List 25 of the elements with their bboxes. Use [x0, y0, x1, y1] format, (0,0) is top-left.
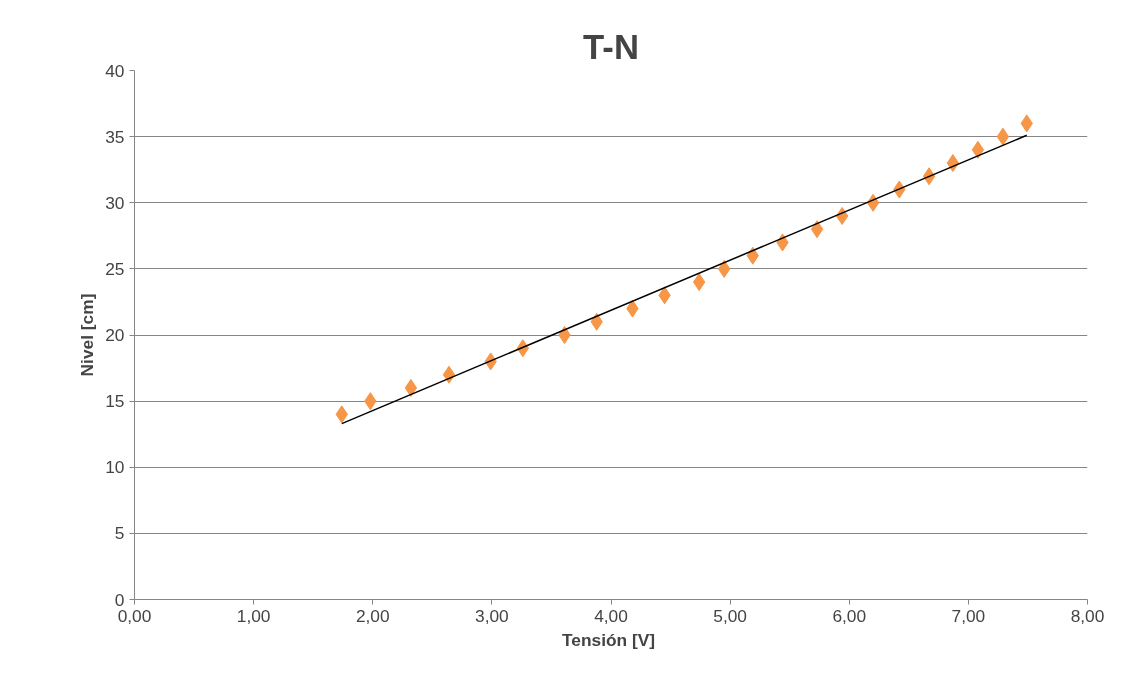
y-axis-title: Nivel [cm]: [77, 293, 98, 377]
chart-title: T-N: [583, 27, 639, 66]
point: [558, 326, 571, 344]
x-tick-label: 2,00: [355, 605, 390, 626]
point: [971, 140, 985, 159]
x-tick-label: 7,00: [951, 605, 986, 626]
point: [404, 378, 418, 397]
y-tick-label: 40: [105, 60, 125, 81]
y-tick-label: 10: [105, 457, 125, 478]
x-tick-label: 1,00: [236, 605, 271, 626]
y-tick-label: 35: [105, 126, 125, 147]
y-tick-label: 15: [105, 391, 125, 412]
x-axis-title: Tensión [V]: [562, 629, 656, 650]
x-tick-label: 8,00: [1070, 605, 1105, 626]
point: [810, 220, 824, 239]
y-tick-label: 30: [105, 192, 125, 213]
point: [692, 273, 706, 292]
y-tick-label: 5: [114, 523, 125, 544]
y-tick-label: 25: [105, 258, 125, 279]
x-tick-label: 3,00: [475, 605, 509, 626]
x-tick-label: 4,00: [594, 605, 628, 626]
x-tick-label: 5,00: [713, 605, 747, 626]
y-tick-label: 20: [105, 325, 125, 345]
x-tick-label: 6,00: [832, 605, 867, 626]
point: [996, 127, 1010, 146]
